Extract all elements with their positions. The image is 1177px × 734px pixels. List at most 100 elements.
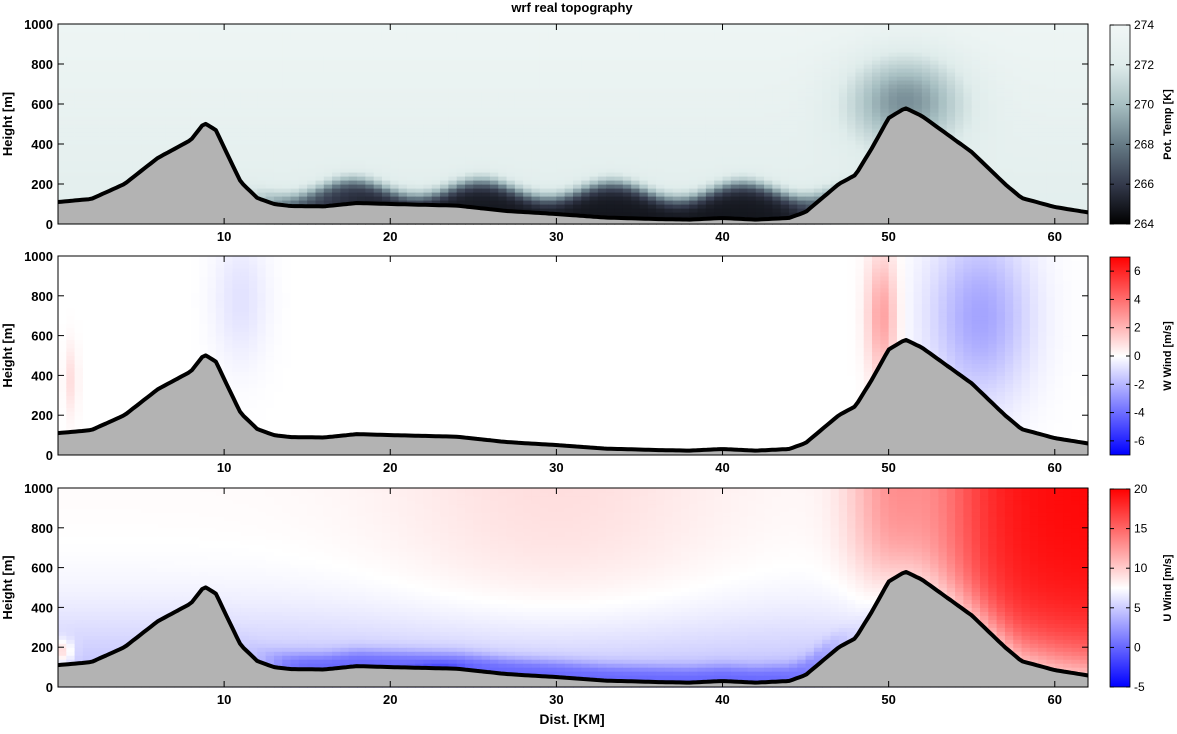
heatmap-cell xyxy=(273,60,283,65)
heatmap-cell xyxy=(381,188,391,193)
heatmap-cell xyxy=(440,168,450,173)
heatmap-cell xyxy=(656,156,665,161)
heatmap-cell xyxy=(680,112,690,117)
heatmap-cell xyxy=(190,68,200,73)
heatmap-cell xyxy=(838,44,848,49)
heatmap-cell xyxy=(514,192,524,197)
heatmap-cell xyxy=(822,48,832,53)
heatmap-cell xyxy=(606,152,616,157)
heatmap-cell xyxy=(606,120,616,125)
heatmap-cell xyxy=(473,124,483,129)
heatmap-cell xyxy=(298,172,308,177)
heatmap-cell xyxy=(473,172,483,177)
heatmap-cell xyxy=(91,128,101,133)
heatmap-cell xyxy=(863,56,873,61)
heatmap-cell xyxy=(772,92,782,97)
heatmap-cell xyxy=(473,88,483,93)
heatmap-cell xyxy=(780,80,790,85)
heatmap-cell xyxy=(174,100,184,105)
heatmap-cell xyxy=(764,24,773,29)
heatmap-cell xyxy=(132,136,142,141)
heatmap-cell xyxy=(573,152,582,157)
heatmap-cell xyxy=(82,180,92,185)
heatmap-cell xyxy=(282,112,292,117)
heatmap-cell xyxy=(747,176,757,181)
heatmap-cell xyxy=(448,80,458,85)
heatmap-cell xyxy=(631,192,641,197)
heatmap-cell xyxy=(664,64,674,69)
heatmap-cell xyxy=(730,52,740,57)
heatmap-cell xyxy=(440,72,450,77)
heatmap-cell xyxy=(780,156,790,161)
heatmap-cell xyxy=(373,44,383,49)
heatmap-cell xyxy=(539,180,549,185)
heatmap-cell xyxy=(298,116,308,121)
heatmap-cell xyxy=(182,40,192,45)
heatmap-cell xyxy=(298,72,308,77)
heatmap-cell xyxy=(398,176,408,181)
heatmap-cell xyxy=(730,84,740,89)
heatmap-cell xyxy=(365,68,375,73)
heatmap-cell xyxy=(556,24,566,29)
heatmap-cell xyxy=(74,160,84,165)
heatmap-cell xyxy=(614,188,624,193)
heatmap-cell xyxy=(830,160,840,165)
heatmap-cell xyxy=(273,88,283,93)
heatmap-cell xyxy=(714,88,724,93)
heatmap-cell xyxy=(739,160,749,165)
heatmap-cell xyxy=(838,72,848,77)
heatmap-cell xyxy=(157,64,167,69)
heatmap-cell xyxy=(406,168,416,173)
heatmap-cell xyxy=(523,152,533,157)
heatmap-cell xyxy=(697,196,707,201)
heatmap-cell xyxy=(539,60,549,65)
heatmap-cell xyxy=(481,132,491,137)
heatmap-cell xyxy=(664,168,674,173)
heatmap-cell xyxy=(398,44,408,49)
heatmap-cell xyxy=(531,152,541,157)
heatmap-cell xyxy=(597,40,607,45)
heatmap-cell xyxy=(764,60,773,65)
heatmap-cell xyxy=(631,184,641,189)
heatmap-cell xyxy=(772,172,782,177)
heatmap-cell xyxy=(805,28,815,33)
heatmap-cell xyxy=(664,104,674,109)
heatmap-cell xyxy=(739,212,749,217)
heatmap-cell xyxy=(298,168,308,173)
heatmap-cell xyxy=(307,192,317,197)
heatmap-cell xyxy=(290,108,300,113)
heatmap-cell xyxy=(157,36,167,41)
heatmap-cell xyxy=(58,128,67,133)
heatmap-cell xyxy=(307,28,317,33)
heatmap-cell xyxy=(107,168,117,173)
heatmap-cell xyxy=(124,52,134,57)
heatmap-cell xyxy=(149,92,159,97)
heatmap-cell xyxy=(174,76,184,81)
heatmap-cell xyxy=(348,196,358,201)
heatmap-cell xyxy=(240,168,250,173)
heatmap-cell xyxy=(265,100,275,105)
heatmap-cell xyxy=(880,72,890,77)
heatmap-cell xyxy=(489,84,499,89)
heatmap-cell xyxy=(597,184,607,189)
heatmap-cell xyxy=(564,36,574,41)
heatmap-cell xyxy=(473,92,483,97)
heatmap-cell xyxy=(107,152,117,157)
heatmap-cell xyxy=(805,76,815,81)
heatmap-cell xyxy=(614,64,624,69)
heatmap-cell xyxy=(365,32,375,37)
heatmap-cell xyxy=(838,100,848,105)
heatmap-cell xyxy=(107,156,117,161)
heatmap-cell xyxy=(606,124,616,129)
heatmap-cell xyxy=(847,72,857,77)
heatmap-cell xyxy=(764,124,773,129)
heatmap-cell xyxy=(714,36,724,41)
heatmap-cell xyxy=(847,56,857,61)
heatmap-cell xyxy=(639,24,649,29)
heatmap-cell xyxy=(398,164,408,169)
heatmap-cell xyxy=(531,48,541,53)
heatmap-cell xyxy=(722,28,732,33)
heatmap-cell xyxy=(573,112,582,117)
heatmap-cell xyxy=(631,200,641,205)
heatmap-cell xyxy=(847,84,857,89)
